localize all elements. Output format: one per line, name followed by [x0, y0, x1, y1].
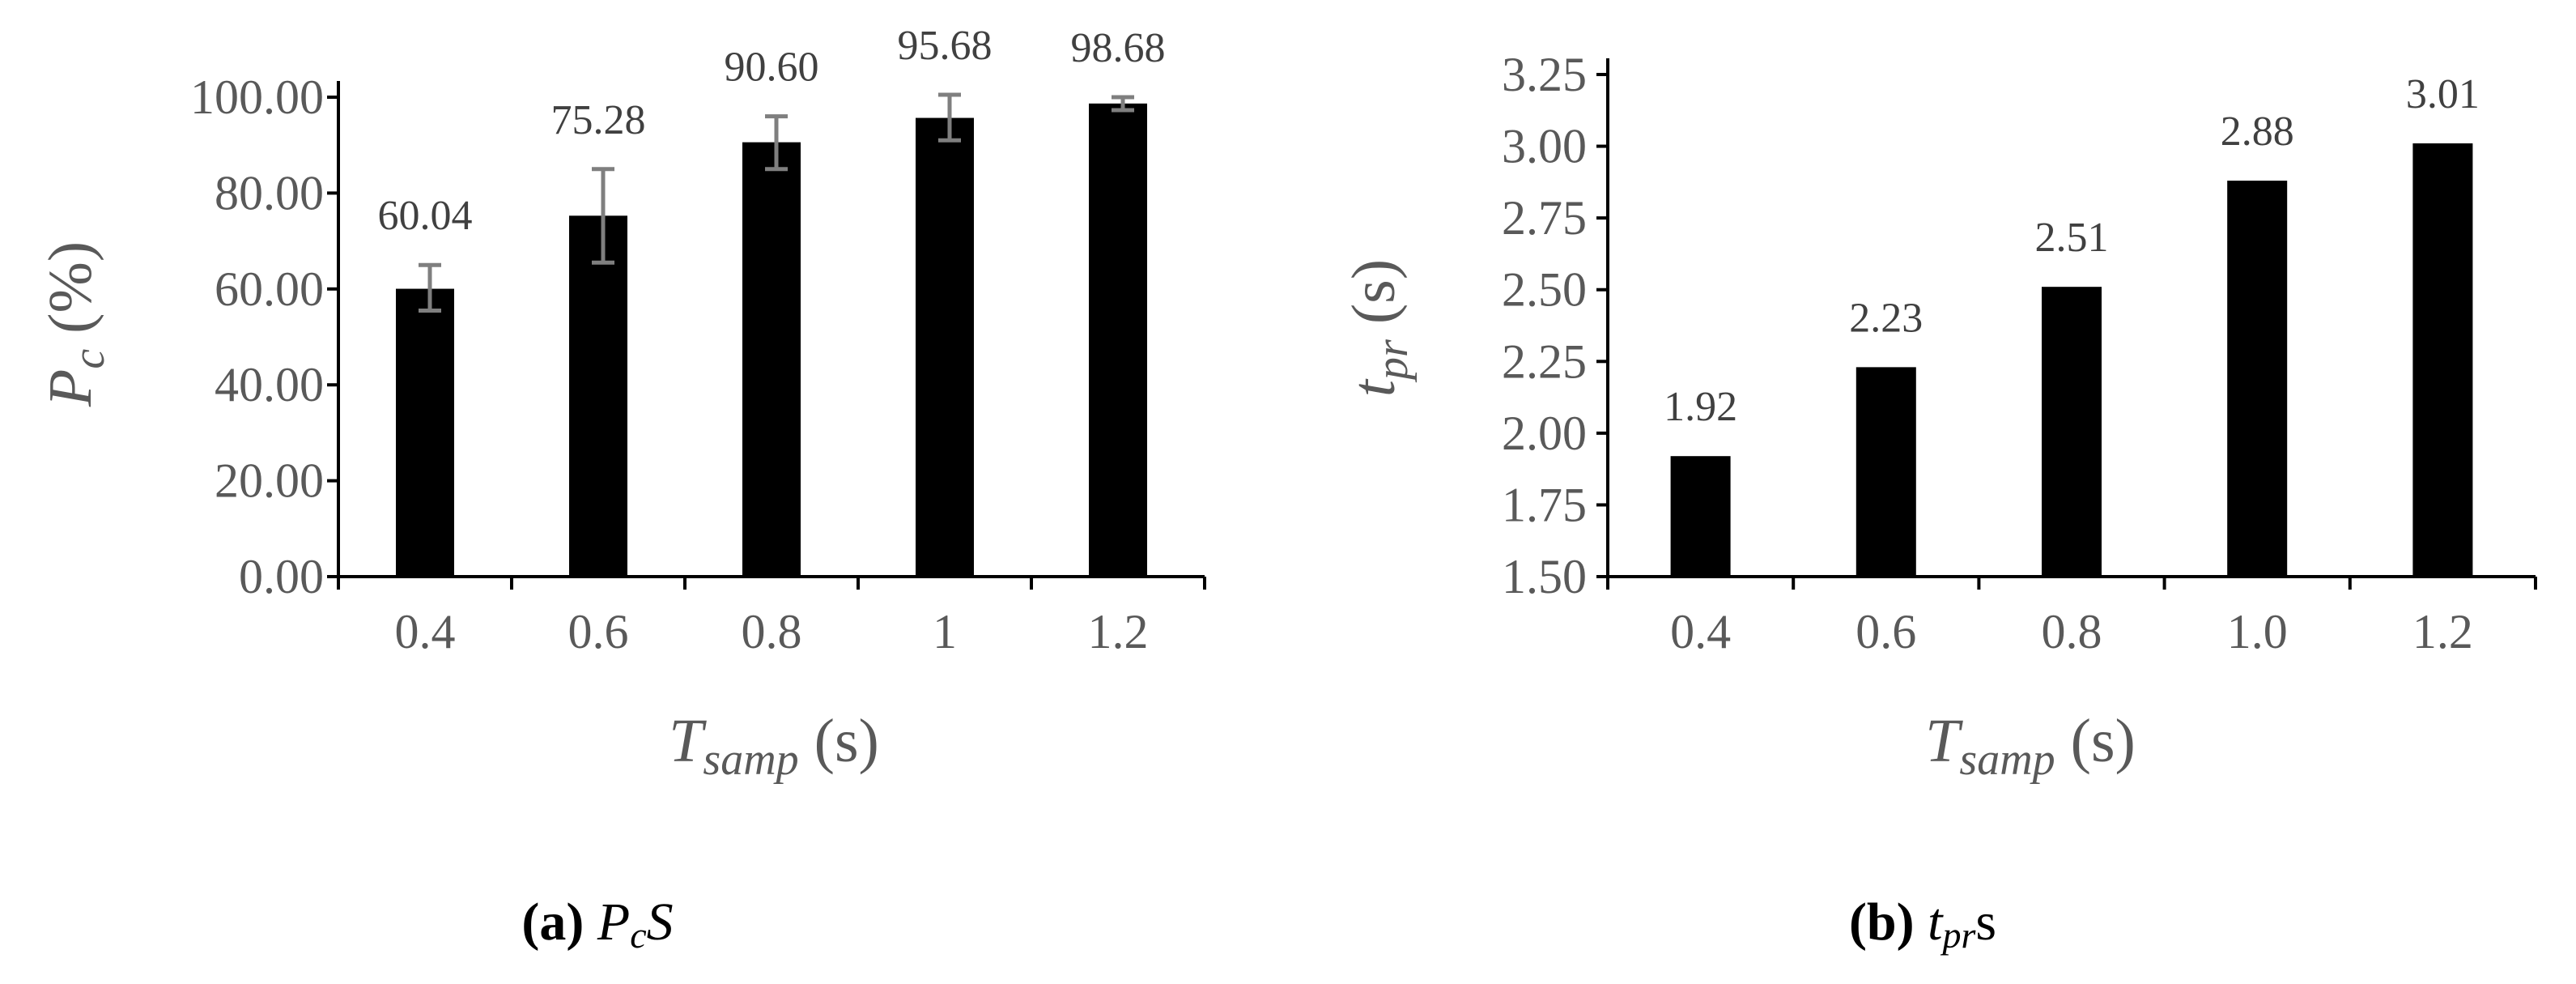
x-tick-labels-b: 0.4 0.6 0.8 1.0 1.2 [1670, 605, 2473, 658]
x-tick-labels-a: 0.4 0.6 0.8 1 1.2 [395, 605, 1149, 658]
data-label-0.8: 90.60 [725, 45, 819, 91]
error-bar-1 [938, 92, 961, 143]
y-tick-label: 2.00 [1502, 407, 1587, 460]
caption-b: (b) tprs [1849, 892, 1996, 956]
x-tick-label: 0.8 [2042, 605, 2102, 658]
data-label-0.6: 75.28 [551, 97, 646, 143]
bar-group-b [1670, 143, 2473, 577]
y-tick-label: 60.00 [215, 262, 324, 316]
error-bar-0.8 [765, 114, 788, 172]
axes-b [1596, 58, 2537, 590]
x-tick-label: 0.8 [742, 605, 802, 658]
bar-1.2 [1089, 103, 1147, 577]
y-tick-label: 100.00 [190, 70, 324, 124]
data-label-0.8: 2.51 [2035, 215, 2109, 261]
x-tick-label: 1.0 [2227, 605, 2288, 658]
data-label-1.2: 3.01 [2406, 71, 2480, 117]
y-tick-label: 2.75 [1502, 191, 1587, 245]
data-labels-a: 60.04 75.28 90.60 95.68 98.68 [378, 23, 1166, 239]
y-tick-label: 80.00 [215, 166, 324, 219]
y-tick-label: 3.25 [1502, 48, 1587, 101]
y-tick-labels-b: 1.50 1.75 2.00 2.25 2.50 2.75 3.00 3.25 [1502, 48, 1587, 603]
x-tick-label: 0.4 [1670, 605, 1731, 658]
x-tick-label: 0.4 [395, 605, 456, 658]
y-tick-label: 40.00 [215, 358, 324, 411]
data-label-0.6: 2.23 [1849, 295, 1923, 341]
y-tick-label: 3.00 [1502, 120, 1587, 173]
caption-a: (a) PcS [521, 892, 673, 956]
bar-0.6 [569, 215, 627, 577]
data-label-1.2: 98.68 [1071, 25, 1166, 71]
data-labels-b: 1.92 2.23 2.51 2.88 3.01 [1664, 71, 2480, 430]
x-axis-title-b: Tsamp (s) [1925, 707, 2136, 785]
y-axis-title-a: Pc (%) [36, 241, 114, 407]
x-axis-title-a: Tsamp (s) [669, 707, 879, 785]
y-tick-label: 1.75 [1502, 478, 1587, 531]
bar-0.4 [1670, 456, 1731, 577]
data-label-1: 95.68 [898, 23, 993, 69]
x-tick-label: 0.6 [1855, 605, 1916, 658]
data-label-0.4: 60.04 [378, 193, 473, 239]
bar-1.0 [2227, 181, 2288, 577]
error-bar-1.2 [1112, 95, 1134, 113]
x-tick-label: 1.2 [2412, 605, 2473, 658]
bar-1 [916, 117, 974, 577]
bar-0.4 [396, 288, 454, 577]
bar-0.6 [1855, 367, 1916, 577]
y-tick-label: 2.50 [1502, 263, 1587, 317]
bar-0.8 [742, 142, 801, 577]
bar-0.8 [2042, 287, 2102, 577]
x-tick-label: 0.6 [568, 605, 629, 658]
x-tick-label: 1.2 [1088, 605, 1149, 658]
data-label-0.4: 1.92 [1664, 384, 1737, 430]
y-tick-label: 0.00 [239, 550, 324, 603]
data-label-1.0: 2.88 [2221, 109, 2294, 155]
y-tick-label: 1.50 [1502, 550, 1587, 603]
y-tick-label: 20.00 [215, 454, 324, 508]
y-tick-labels-a: 0.00 20.00 40.00 60.00 80.00 100.00 [190, 70, 324, 603]
chart-panel-a: 0.00 20.00 40.00 60.00 80.00 100.00 0.4 0.6 0.8… [36, 23, 1206, 956]
x-tick-label: 1 [933, 605, 957, 658]
axes-a [327, 81, 1206, 590]
y-tick-label: 2.25 [1502, 334, 1587, 388]
chart-panel-b: 1.501.752.002.252.502.753.003.25 0.4 0.6 0… [1340, 48, 2537, 956]
error-bar-0.6 [592, 167, 614, 265]
error-bar-group-a [419, 92, 1134, 313]
bar-group-a [396, 103, 1147, 577]
bar-1.2 [2412, 143, 2473, 577]
error-bar-0.4 [419, 262, 441, 313]
y-axis-title-b: tpr (s) [1340, 259, 1418, 397]
